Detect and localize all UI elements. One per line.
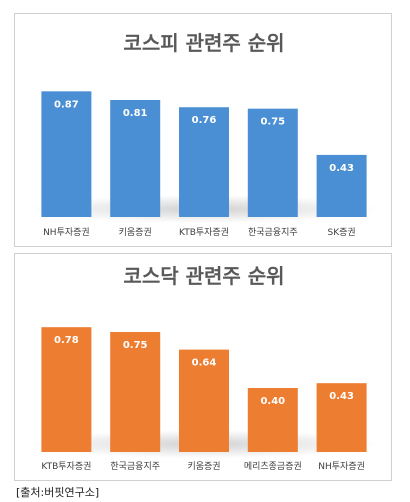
kosdaq-chart-title: 코스닥 관련주 순위 (123, 264, 284, 288)
kosdaq-category-label: NH투자증권 (318, 460, 365, 472)
kospi-chart-panel: 코스피 관련주 순위 0.87 NH투자증권 0.81 키움증권 0.76 KTB투자증권 0… (14, 13, 392, 247)
kosdaq-category-label: 메리츠종금증권 (244, 460, 302, 472)
kospi-bar-value-label: 0.76 (192, 115, 217, 126)
kosdaq-bar (110, 332, 161, 452)
source-caption: [출처:버핏연구소] (16, 486, 100, 499)
kospi-chart: 코스피 관련주 순위 0.87 NH투자증권 0.81 키움증권 0.76 KTB투자증권 0… (29, 31, 379, 238)
kospi-category-label: SK증권 (328, 226, 356, 238)
kosdaq-chart: 코스닥 관련주 순위 0.78 KTB투자증권 0.75 한국금융지주 0.64 키움증권 0… (29, 264, 379, 472)
kospi-bar-value-label: 0.75 (260, 117, 285, 128)
kosdaq-bar (247, 388, 298, 452)
kosdaq-bar (41, 327, 92, 452)
kospi-bar-value-label: 0.87 (54, 99, 79, 110)
kospi-bar (110, 100, 161, 217)
kospi-bar (41, 91, 92, 217)
kospi-bar (179, 107, 229, 217)
kospi-category-label: 키움증권 (119, 226, 152, 238)
kosdaq-bar-value-label: 0.78 (54, 335, 79, 346)
kospi-bar-value-label: 0.43 (329, 163, 354, 174)
kosdaq-bar (179, 349, 229, 452)
kospi-category-label: KTB투자증권 (179, 226, 229, 238)
kosdaq-bar-value-label: 0.64 (192, 358, 217, 369)
kosdaq-bar-value-label: 0.75 (123, 340, 148, 351)
kospi-category-label: 한국금융지주 (248, 227, 298, 238)
kospi-bar (316, 154, 367, 217)
kospi-category-label: NH투자증권 (43, 226, 90, 238)
kospi-chart-title: 코스피 관련주 순위 (123, 31, 284, 55)
kosdaq-category-label: 한국금융지주 (110, 461, 160, 472)
kosdaq-bar (316, 383, 367, 452)
kosdaq-bar-value-label: 0.43 (329, 391, 354, 402)
kosdaq-category-label: 키움증권 (187, 460, 220, 472)
kosdaq-chart-panel: 코스닥 관련주 순위 0.78 KTB투자증권 0.75 한국금융지주 0.64 키움증권 0… (14, 253, 392, 481)
kospi-bar (247, 108, 298, 217)
kospi-bar-value-label: 0.81 (123, 108, 148, 119)
kosdaq-bar-value-label: 0.40 (260, 396, 285, 407)
kosdaq-category-label: KTB투자증권 (41, 460, 91, 472)
